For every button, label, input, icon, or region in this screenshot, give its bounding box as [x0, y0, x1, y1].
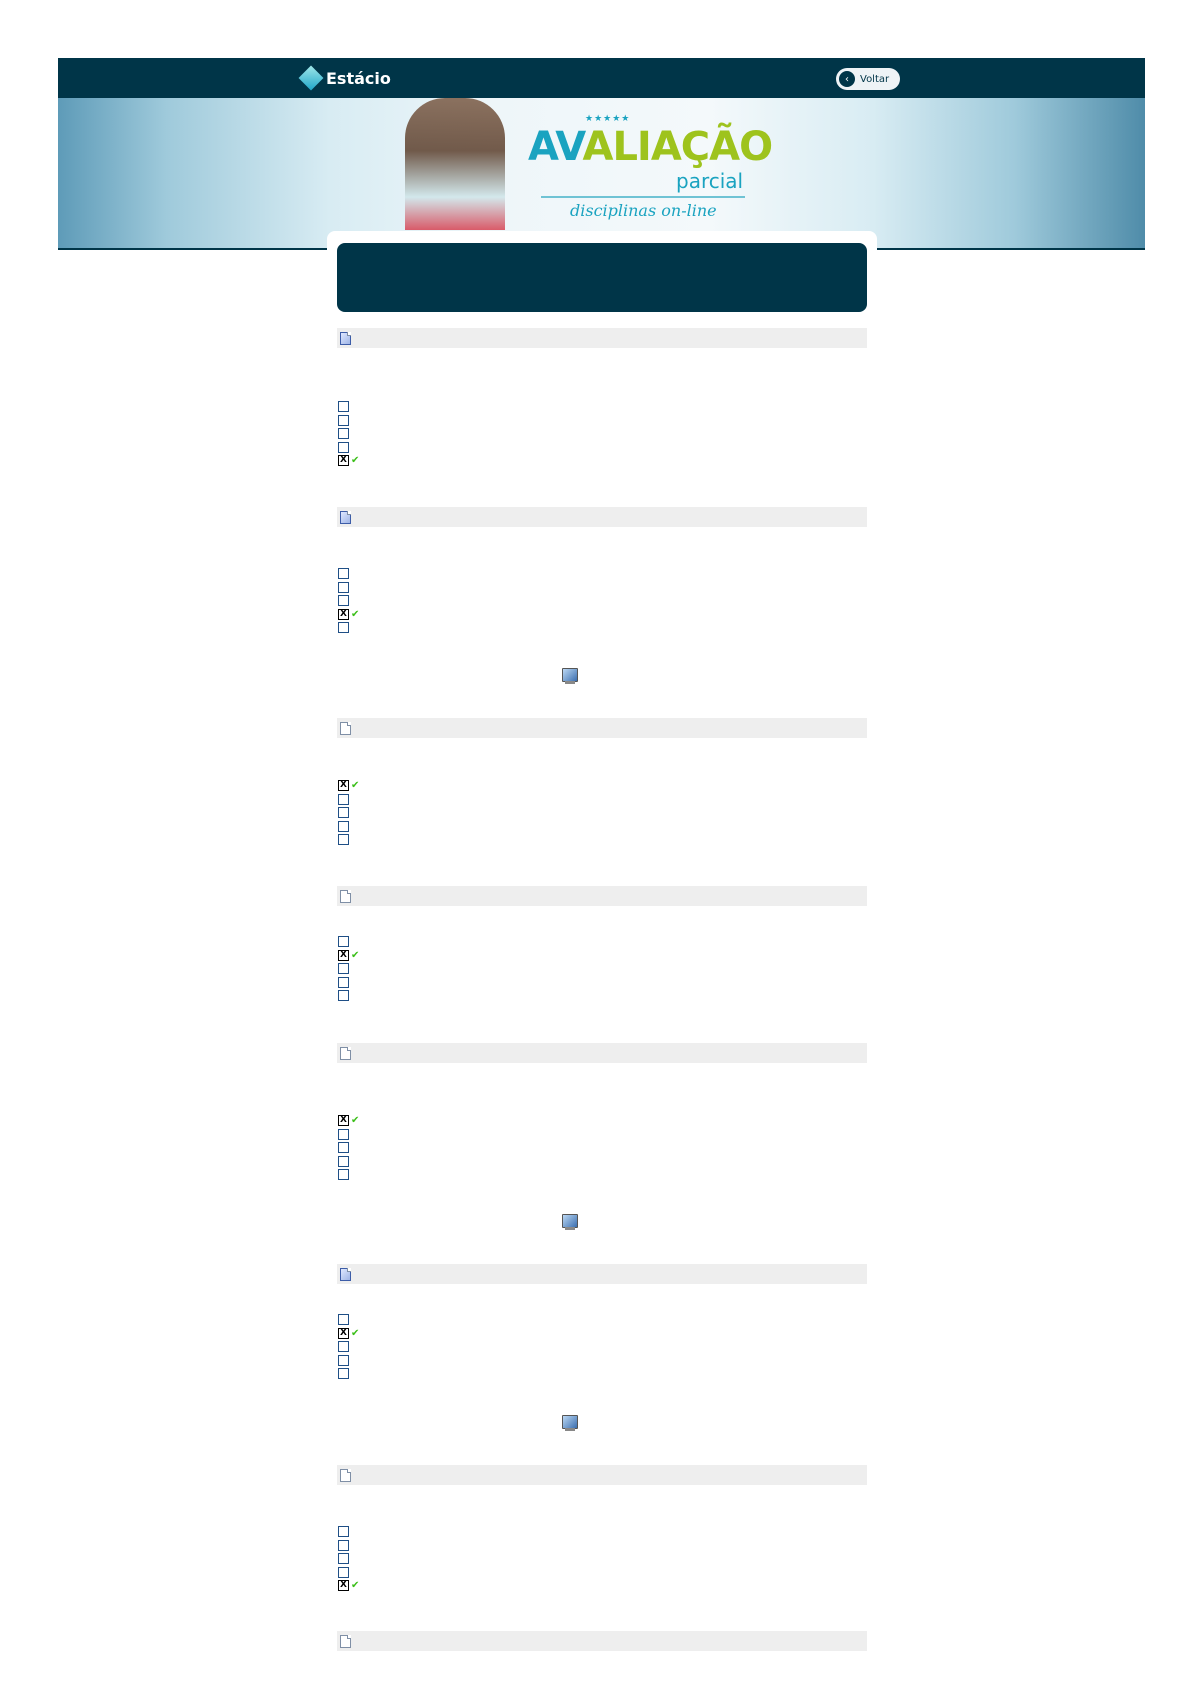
option-checkbox[interactable]: [338, 428, 349, 439]
option-checkbox[interactable]: X: [338, 455, 349, 466]
option-checkbox[interactable]: [338, 807, 349, 818]
question-header: [337, 718, 867, 738]
correct-check-icon: ✔: [351, 1115, 360, 1126]
option-checkbox[interactable]: [338, 1129, 349, 1140]
option-checkbox[interactable]: [338, 1368, 349, 1379]
correct-check-icon: ✔: [351, 1328, 360, 1339]
monitor-icon[interactable]: [562, 1214, 578, 1230]
top-bar: [58, 58, 1145, 98]
banner-divider: [541, 196, 745, 198]
brand-name: Estácio: [326, 68, 391, 88]
option-checkbox[interactable]: [338, 990, 349, 1001]
document-blue-icon: [340, 511, 351, 524]
option-checkbox[interactable]: X: [338, 1115, 349, 1126]
student-info-box: [337, 243, 867, 312]
option-checkbox[interactable]: X: [338, 1328, 349, 1339]
option-checkbox[interactable]: [338, 794, 349, 805]
option-checkbox[interactable]: [338, 821, 349, 832]
back-button[interactable]: ‹ Voltar: [836, 68, 900, 90]
document-gray-icon: [340, 1047, 351, 1060]
correct-check-icon: ✔: [351, 780, 360, 791]
document-gray-icon: [340, 890, 351, 903]
question-header: [337, 886, 867, 906]
document-blue-icon: [340, 1268, 351, 1281]
option-checkbox[interactable]: [338, 1553, 349, 1564]
option-checkbox[interactable]: X: [338, 1580, 349, 1591]
banner-photo: [405, 98, 505, 230]
option-checkbox[interactable]: [338, 936, 349, 947]
logo-gem-icon: [298, 65, 324, 91]
correct-check-icon: ✔: [351, 1580, 360, 1591]
option-checkbox[interactable]: [338, 1567, 349, 1578]
option-checkbox[interactable]: X: [338, 609, 349, 620]
option-checkbox[interactable]: [338, 415, 349, 426]
option-checkbox[interactable]: [338, 568, 349, 579]
banner-title-rest: ALIAÇÃO: [582, 124, 773, 170]
option-checkbox[interactable]: [338, 442, 349, 453]
document-blue-icon: [340, 332, 351, 345]
document-gray-icon: [340, 1635, 351, 1648]
correct-check-icon: ✔: [351, 455, 360, 466]
banner-tagline: disciplinas on-line: [570, 201, 717, 220]
document-gray-icon: [340, 722, 351, 735]
back-label: Voltar: [860, 73, 890, 85]
option-checkbox[interactable]: [338, 1526, 349, 1537]
banner-title: AVALIAÇÃO: [528, 124, 773, 170]
option-checkbox[interactable]: [338, 1355, 349, 1366]
question-header: [337, 1465, 867, 1485]
option-checkbox[interactable]: [338, 595, 349, 606]
banner-title-accent: AV: [528, 124, 583, 170]
option-checkbox[interactable]: [338, 963, 349, 974]
banner-stars: ★★★★★: [585, 114, 631, 124]
option-checkbox[interactable]: [338, 1314, 349, 1325]
option-checkbox[interactable]: [338, 1540, 349, 1551]
option-checkbox[interactable]: X: [338, 950, 349, 961]
question-header: [337, 1043, 867, 1063]
question-header: [337, 507, 867, 527]
monitor-icon[interactable]: [562, 1415, 578, 1431]
estacio-logo[interactable]: Estácio: [298, 64, 391, 92]
monitor-icon[interactable]: [562, 668, 578, 684]
banner-subtitle: parcial: [676, 169, 744, 193]
correct-check-icon: ✔: [351, 609, 360, 620]
option-checkbox[interactable]: [338, 582, 349, 593]
option-checkbox[interactable]: X: [338, 780, 349, 791]
question-header: [337, 1631, 867, 1651]
option-checkbox[interactable]: [338, 834, 349, 845]
option-checkbox[interactable]: [338, 1341, 349, 1352]
correct-check-icon: ✔: [351, 950, 360, 961]
option-checkbox[interactable]: [338, 1156, 349, 1167]
chevron-left-icon: ‹: [839, 71, 855, 87]
option-checkbox[interactable]: [338, 1142, 349, 1153]
question-header: [337, 1264, 867, 1284]
option-checkbox[interactable]: [338, 1169, 349, 1180]
option-checkbox[interactable]: [338, 622, 349, 633]
option-checkbox[interactable]: [338, 977, 349, 988]
document-gray-icon: [340, 1469, 351, 1482]
option-checkbox[interactable]: [338, 401, 349, 412]
question-header: [337, 328, 867, 348]
